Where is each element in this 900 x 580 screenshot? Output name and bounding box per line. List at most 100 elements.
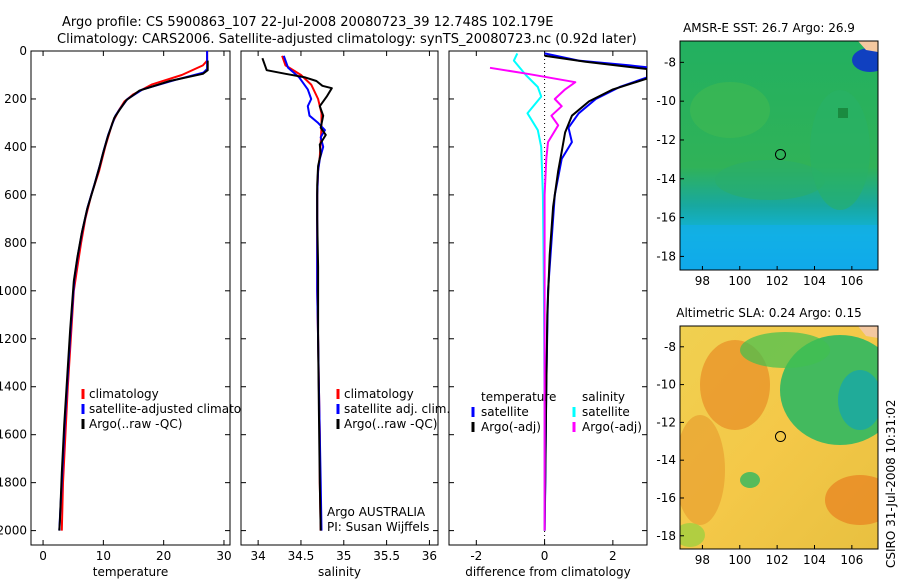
salinity-plot-frame: [240, 50, 439, 546]
sst-patch: [690, 82, 770, 138]
sla-high-patch: [825, 475, 878, 525]
sla-low-patch: [740, 332, 830, 368]
map-x-tick-label: 106: [840, 274, 863, 288]
annotation-text: PI: Susan Wijffels: [327, 520, 429, 534]
map-y-tick-label: -18: [656, 529, 676, 543]
x-tick-label: 35.5: [373, 549, 400, 563]
sla-map-frame: [679, 325, 879, 550]
map-y-tick-label: -12: [656, 133, 676, 147]
legend-entry: climatology: [344, 387, 414, 401]
legend-entry: satellite: [481, 405, 529, 419]
legend-entry: Argo(..raw -QC): [344, 417, 437, 431]
land-sumatra: [858, 41, 878, 52]
sla-high-patch: [700, 340, 770, 430]
map-y-tick-label: -10: [656, 94, 676, 108]
legend-entry: Argo(..raw -QC): [89, 417, 182, 431]
sla-patch: [680, 523, 705, 547]
x-axis-label: difference from climatology: [465, 565, 631, 579]
y-tick-label: 0: [19, 44, 27, 58]
difference-legend: temperaturesatelliteArgo(-adj)salinitysa…: [471, 390, 642, 434]
map-y-tick-label: -8: [664, 55, 676, 69]
y-tick-label: 2000: [0, 524, 27, 538]
map-x-tick-label: 98: [695, 274, 710, 288]
map-x-tick-label: 100: [728, 553, 751, 567]
map-y-tick-label: -14: [656, 453, 676, 467]
map-y-tick-label: -14: [656, 172, 676, 186]
annotation-text: Argo AUSTRALIA: [327, 505, 426, 519]
y-tick-label: 800: [4, 236, 27, 250]
temperature-series-group: [58, 51, 209, 531]
legend-entry: satellite-adjusted climatology: [89, 402, 267, 416]
sst-map-panel: [679, 40, 879, 271]
legend-entry: Argo(-adj): [582, 420, 642, 434]
map-axes: AMSR-E SST: 26.7 Argo: 26.9 98 100 102 104 10…: [656, 21, 863, 567]
x-tick-label: 10: [96, 549, 111, 563]
header-line-1: Argo profile: CS 5900863_107 22-Jul-2008…: [62, 15, 553, 30]
y-tick-label: 600: [4, 188, 27, 202]
argo-float-marker: [774, 431, 786, 443]
legend-header: temperature: [481, 390, 556, 404]
land-sumatra: [858, 326, 878, 338]
sla-low-patch: [740, 472, 760, 488]
map-x-tick-label: 104: [803, 274, 826, 288]
sst-cool-band: [680, 225, 878, 270]
salinity-series-group: [261, 55, 333, 531]
x-tick-label: 36: [422, 549, 437, 563]
sla-map-panel: [679, 325, 879, 550]
sla-low-core: [838, 370, 878, 430]
header-line-2: Climatology: CARS2006. Satellite-adjuste…: [57, 32, 637, 47]
salinity-series-line: [261, 57, 333, 531]
x-tick-label: -2: [470, 549, 482, 563]
sst-patch: [715, 160, 825, 200]
x-tick-label: 30: [216, 549, 231, 563]
map-x-tick-label: 98: [695, 553, 710, 567]
temperature-panel: 0 10 20 30 temperature 0 200 400 600 800 1000 1200 1…: [0, 44, 267, 579]
legend-entry: Argo(-adj): [481, 420, 541, 434]
x-axis-label: temperature: [93, 565, 168, 579]
map-x-tick-label: 106: [840, 553, 863, 567]
y-tick-label: 1400: [0, 380, 27, 394]
difference-series-group: [489, 52, 647, 531]
legend-entry: satellite adj. clim.: [344, 402, 450, 416]
map-y-tick-label: -16: [656, 211, 676, 225]
difference-panel: -2 0 2 difference from climatology temperatu…: [448, 50, 648, 579]
map-title: AMSR-E SST: 26.7 Argo: 26.9: [683, 21, 855, 35]
y-tick-label: 1200: [0, 332, 27, 346]
map-y-tick-label: -12: [656, 415, 676, 429]
legend-entry: climatology: [89, 387, 159, 401]
x-tick-label: 35: [336, 549, 351, 563]
difference-series-line: [543, 54, 647, 531]
y-tick-label: 1800: [0, 476, 27, 490]
legend-entry: satellite: [582, 405, 630, 419]
y-tick-label: 200: [4, 92, 27, 106]
map-y-tick-label: -16: [656, 491, 676, 505]
sst-patch: [810, 90, 870, 210]
map-x-tick-label: 100: [728, 274, 751, 288]
map-x-tick-label: 104: [803, 553, 826, 567]
sst-island: [838, 108, 848, 118]
x-tick-label: 20: [156, 549, 171, 563]
footer-stamp: CSIRO 31-Jul-2008 10:31:02: [884, 400, 898, 568]
x-tick-label: 34.5: [288, 549, 315, 563]
map-y-tick-label: -10: [656, 378, 676, 392]
y-tick-label: 1000: [0, 284, 27, 298]
y-tick-label: 400: [4, 140, 27, 154]
map-y-tick-label: -8: [664, 340, 676, 354]
map-title: Altimetric SLA: 0.24 Argo: 0.15: [676, 306, 861, 320]
x-tick-label: 0: [39, 549, 47, 563]
map-x-tick-label: 102: [766, 274, 789, 288]
legend-header: salinity: [582, 390, 625, 404]
map-y-tick-label: -18: [656, 249, 676, 263]
argo-float-marker: [774, 148, 786, 160]
y-tick-label: 1600: [0, 428, 27, 442]
sla-high-patch: [680, 415, 725, 525]
sst-map-frame: [679, 40, 879, 271]
temperature-series-line: [58, 60, 209, 531]
sst-cold-spot: [852, 48, 878, 72]
difference-series-line: [489, 66, 577, 531]
x-axis-label: salinity: [318, 565, 361, 579]
map-x-tick-label: 102: [766, 553, 789, 567]
